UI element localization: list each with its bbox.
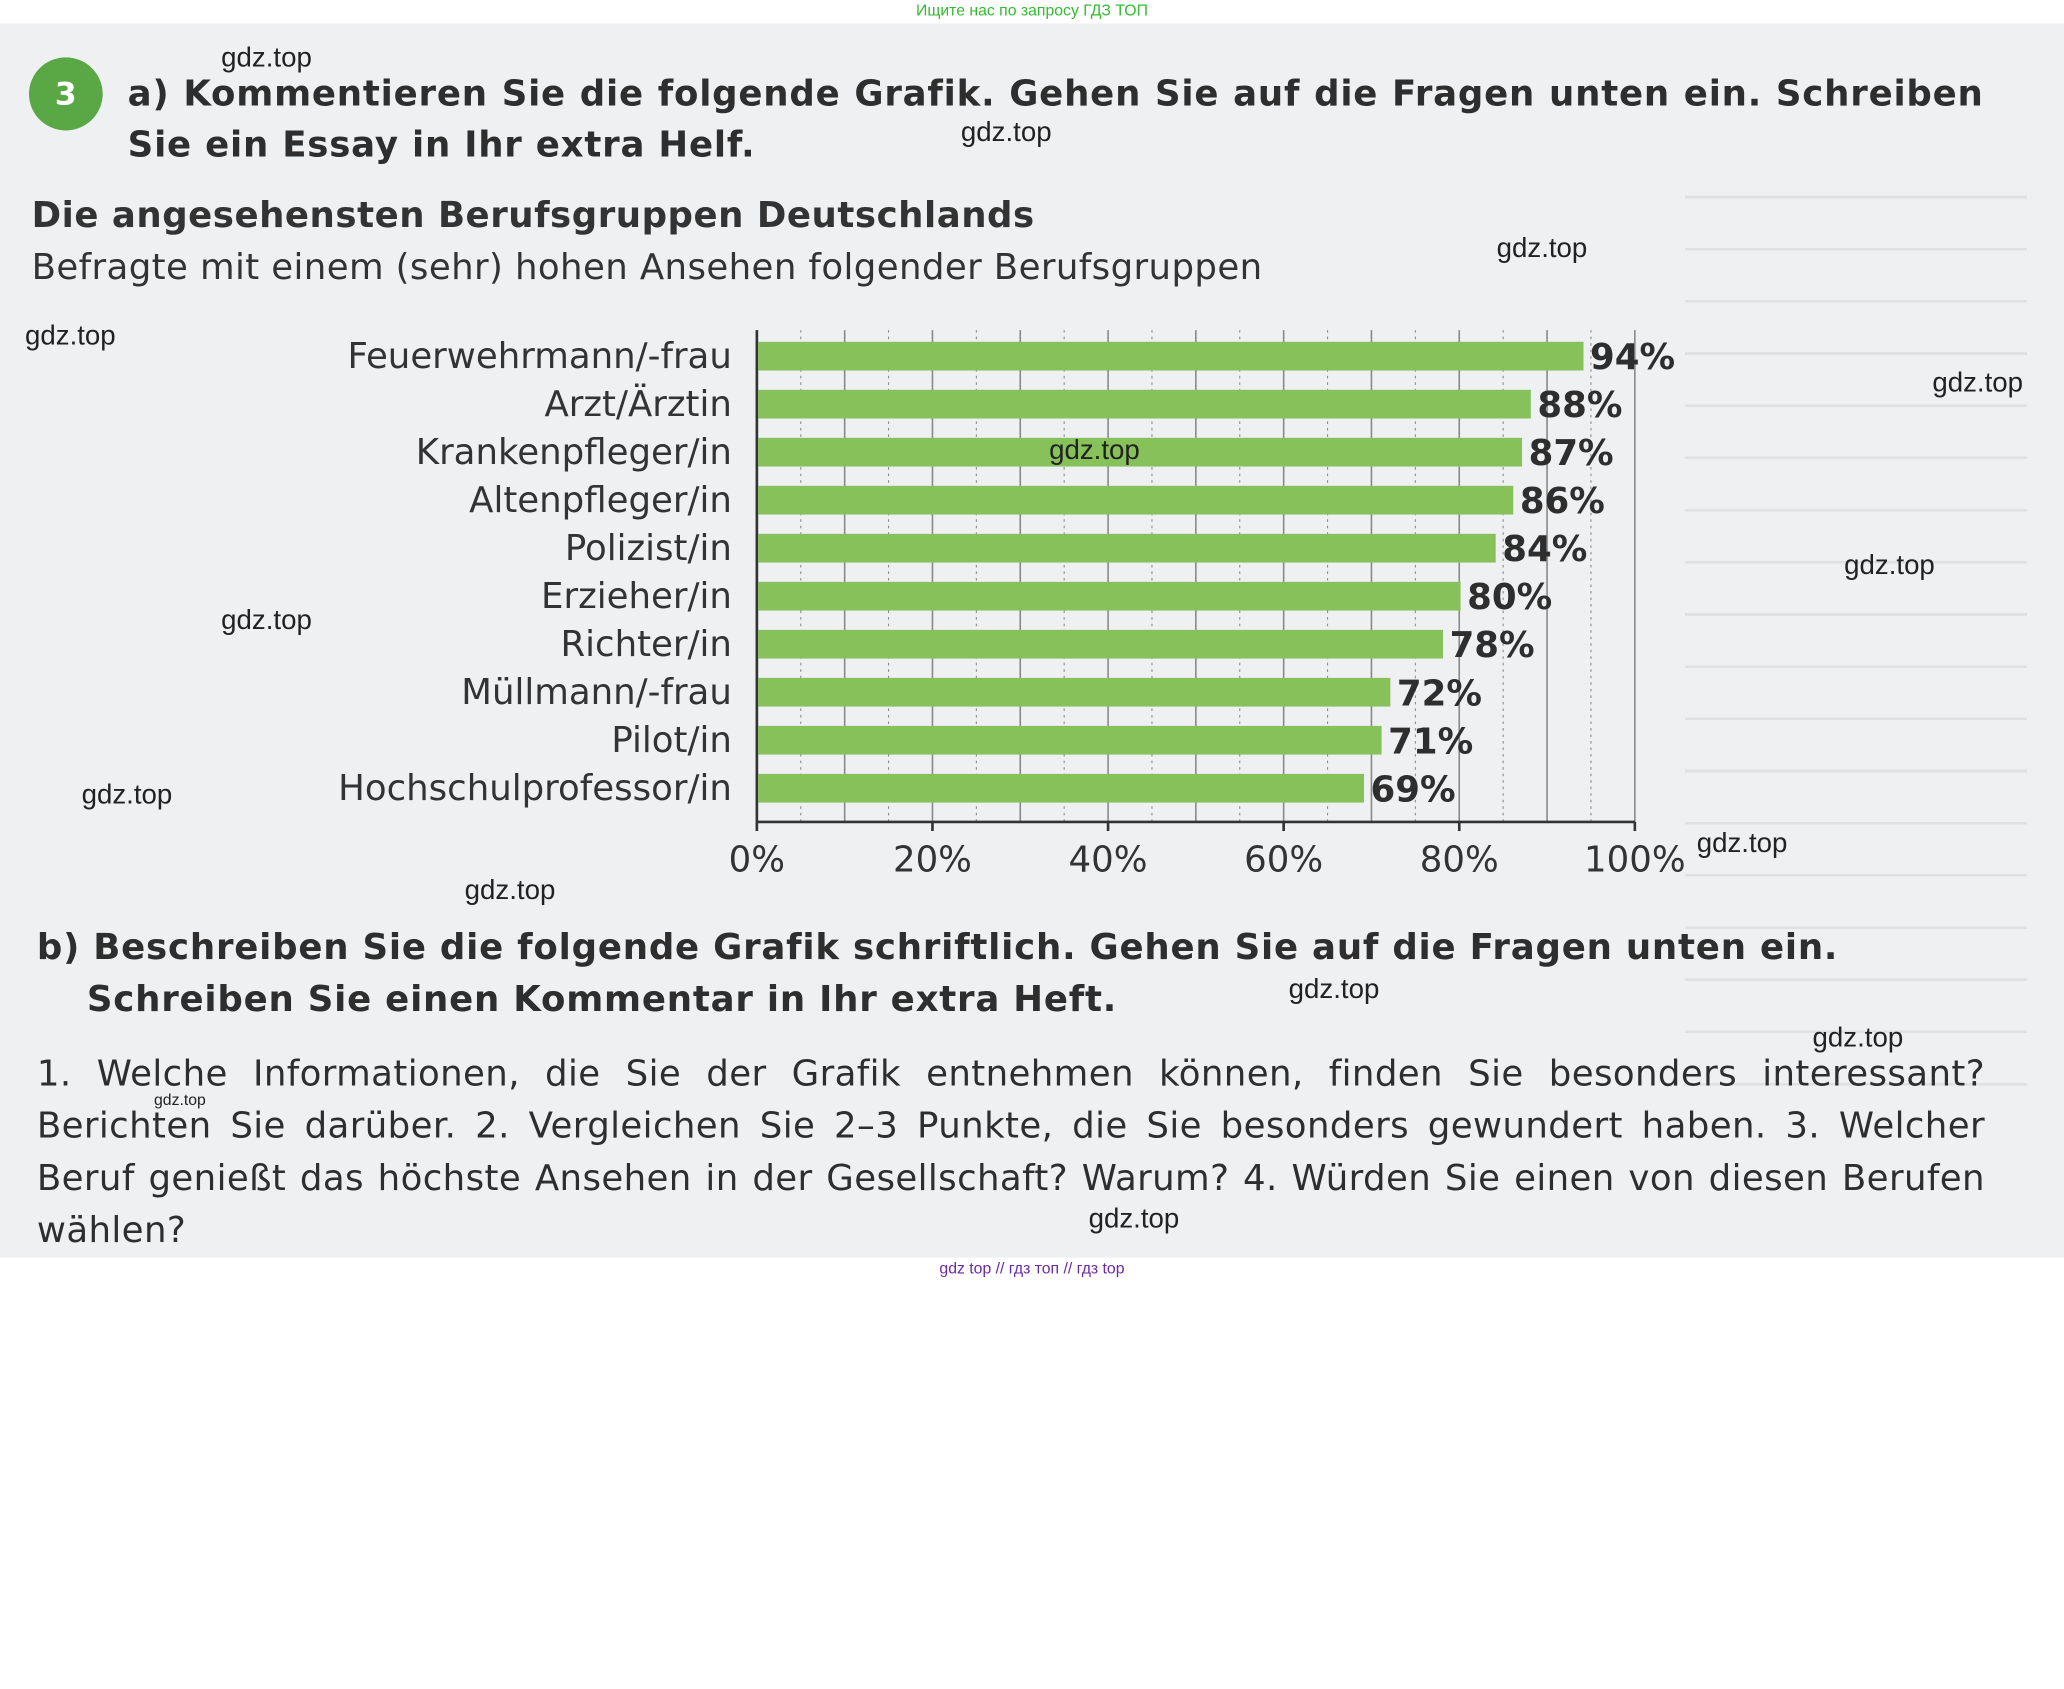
category-label: Feuerwehrmann/-frau — [347, 336, 731, 377]
value-label: 88% — [1537, 385, 1622, 426]
task-b-line-1: b) Beschreiben Sie die folgende Grafik s… — [36, 927, 1839, 969]
watermark: gdz.top — [221, 605, 312, 636]
bar-chart: 0% 20% 40% 60% 80% 100% Feuerwehrmann/-frau 94%… — [338, 330, 1686, 881]
category-label: Krankenpfleger/in — [416, 432, 732, 473]
questions-paragraph: 1. Welche Informationen, die Sie der Gra… — [36, 1054, 1985, 1252]
category-label: Altenpfleger/in — [469, 480, 732, 521]
bar — [758, 389, 1531, 419]
chart-subtitle: Befragte mit einem (sehr) hohen Ansehen … — [31, 247, 1263, 289]
bar — [758, 341, 1584, 371]
bar — [758, 677, 1391, 707]
watermark: gdz.top — [221, 43, 312, 74]
watermark: gdz.top — [1932, 367, 2024, 398]
category-label: Richter/in — [560, 624, 731, 665]
exercise-number-badge: 3 — [28, 57, 103, 131]
value-label: 87% — [1529, 433, 1614, 474]
bar — [758, 629, 1444, 659]
category-label: Arzt/Ärztin — [545, 383, 732, 425]
value-label: 94% — [1590, 337, 1675, 378]
category-label: Polizist/in — [565, 528, 732, 569]
category-label: Hochschulprofessor/in — [338, 768, 732, 809]
watermark: gdz.top — [1496, 233, 1588, 264]
watermark: gdz.top — [1812, 1022, 1904, 1053]
watermark: gdz.top — [1844, 550, 1935, 581]
watermark: gdz.top — [1088, 1204, 1180, 1235]
value-label: 72% — [1397, 673, 1482, 714]
watermark: gdz.top — [1288, 974, 1380, 1005]
bar — [758, 773, 1364, 803]
task-b-line-2: Schreiben Sie einen Kommentar in Ihr ext… — [86, 979, 1118, 1021]
watermark: gdz.top — [1049, 435, 1140, 466]
value-label: 78% — [1450, 625, 1535, 666]
value-label: 69% — [1371, 769, 1456, 810]
top-banner[interactable]: Ищите нас по запросу ГДЗ ТОП — [915, 1, 1148, 20]
chart-title: Die angesehensten Berufsgruppen Deutschl… — [31, 195, 1035, 237]
x-tick-label: 60% — [1244, 840, 1323, 881]
watermark: gdz.top — [154, 1090, 206, 1109]
value-label: 71% — [1388, 721, 1473, 762]
task-a-text: a) Kommentieren Sie die folgende Grafik.… — [127, 74, 1984, 166]
x-tick-label: 100% — [1584, 840, 1686, 881]
bar — [758, 581, 1461, 611]
category-label: Pilot/in — [611, 720, 731, 761]
x-tick-label: 40% — [1069, 840, 1148, 881]
watermark: gdz.top — [960, 117, 1052, 148]
watermark: gdz.top — [25, 320, 116, 351]
bar — [758, 437, 1523, 467]
x-tick-label: 80% — [1420, 840, 1499, 881]
page-backside-bleed — [1684, 195, 2028, 1109]
x-tick-label: 0% — [729, 840, 785, 881]
x-tick-label: 20% — [893, 840, 972, 881]
bar — [758, 533, 1496, 563]
value-label: 84% — [1502, 529, 1587, 570]
bar — [758, 725, 1382, 755]
bar — [758, 485, 1514, 515]
value-label: 80% — [1467, 577, 1552, 618]
category-label: Müllmann/-frau — [461, 672, 732, 713]
watermark: gdz.top — [464, 875, 556, 906]
category-label: Erzieher/in — [541, 576, 732, 617]
task-b-text: b) Beschreiben Sie die folgende Grafik s… — [37, 922, 1985, 1026]
value-label: 86% — [1520, 481, 1605, 522]
watermark: gdz.top — [81, 780, 173, 811]
watermark: gdz.top — [1696, 828, 1788, 859]
bottom-banner[interactable]: gdz top // гдз топ // гдз top — [939, 1258, 1125, 1278]
